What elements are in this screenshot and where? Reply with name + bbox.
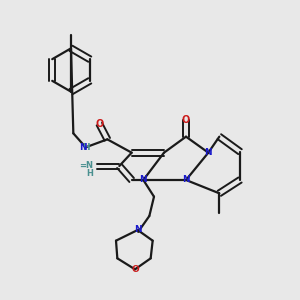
Text: H: H [86, 169, 93, 178]
Text: H: H [82, 143, 89, 152]
Text: =N: =N [79, 161, 93, 170]
Text: O: O [95, 119, 103, 129]
Text: N: N [140, 176, 147, 184]
Text: O: O [182, 115, 190, 125]
Text: N: N [205, 148, 212, 157]
Text: N: N [79, 143, 86, 152]
Text: N: N [182, 176, 190, 184]
Text: O: O [131, 265, 139, 274]
Text: N: N [134, 226, 142, 235]
